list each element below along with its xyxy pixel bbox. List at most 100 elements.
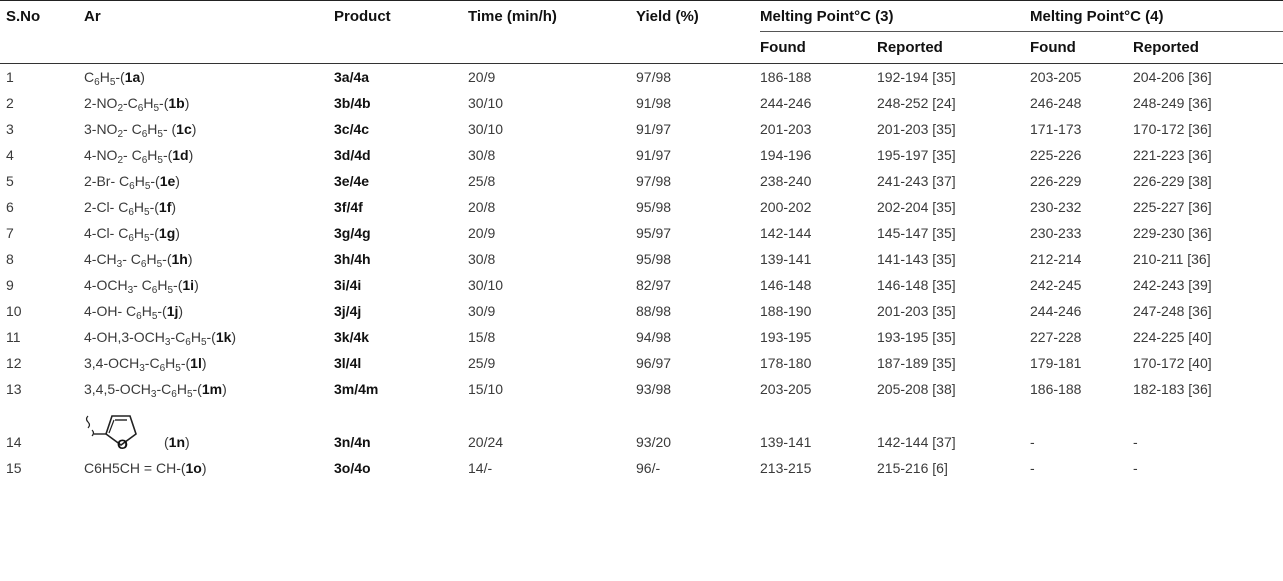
- cell-reported3: 248-252 [24]: [877, 95, 956, 111]
- ar-part: 4-Cl- C: [84, 225, 129, 241]
- ar-part: H: [147, 147, 158, 163]
- subheader-found-4: Found: [1030, 31, 1134, 64]
- header-row: S.No Ar Product Time (min/h) Yield (%) M…: [0, 0, 1283, 32]
- table-row: 5 2-Br- C6H5-(1e) 3e/4e 25/8 97/98 238-240 241…: [0, 168, 1283, 194]
- ar-part: ): [184, 95, 190, 111]
- cell-reported4: 226-229 [38]: [1133, 173, 1212, 189]
- cell-yield: 93/20: [636, 434, 672, 450]
- cell-sno: 12: [6, 355, 22, 371]
- ar-part: 5: [153, 103, 160, 114]
- cell-sno: 5: [6, 173, 14, 189]
- table-body: 1 C6H5-(1a) 3a/4a 20/9 97/98 186-188 192-194 […: [0, 64, 1283, 482]
- ar-part: 3: [116, 259, 123, 270]
- cell-yield: 88/98: [636, 303, 672, 319]
- cell-yield: 94/98: [636, 329, 672, 345]
- cell-found3: 194-196: [760, 147, 812, 163]
- cell-time: 30/8: [468, 251, 496, 267]
- header-melting-point-3: Melting Point°C (3): [760, 0, 1031, 32]
- table-row: 12 3,4-OCH3-C6H5-(1l) 3l/4l 25/9 96/97 178-18…: [0, 350, 1283, 376]
- cell-ar: 4-OH- C6H5-(1j): [84, 298, 334, 324]
- ar-part: ): [191, 121, 197, 137]
- cell-found3: 203-205: [760, 381, 812, 397]
- ar-part: 5: [144, 233, 150, 244]
- ar-part: 1m: [201, 381, 223, 397]
- cell-found3: 201-203: [760, 121, 812, 137]
- cell-reported4: 210-211 [36]: [1133, 251, 1211, 267]
- cell-reported3: 241-243 [37]: [877, 173, 956, 189]
- ar-part: C6H5CH = CH-(: [84, 460, 186, 476]
- data-table: S.No Ar Product Time (min/h) Yield (%) M…: [0, 0, 1283, 482]
- cell-product: 3n/4n: [334, 434, 371, 450]
- cell-product: 3e/4e: [334, 173, 370, 189]
- cell-sno: 9: [6, 277, 14, 293]
- ar-part: 6: [137, 103, 144, 114]
- ar-part: -C: [156, 381, 172, 397]
- ar-part: 1i: [182, 277, 195, 293]
- table-row: 10 4-OH- C6H5-(1j) 3j/4j 30/9 88/98 188-190 20…: [0, 298, 1283, 324]
- cell-found3: 139-141: [760, 251, 812, 267]
- cell-ar: 2-Br- C6H5-(1e): [84, 168, 334, 194]
- subheader-reported-3: Reported: [877, 31, 1031, 64]
- cell-ar: 2-NO2-C6H5-(1b): [84, 90, 334, 116]
- ar-part: 5: [157, 155, 163, 166]
- ar-part: 5: [151, 311, 158, 322]
- cell-yield: 95/98: [636, 199, 672, 215]
- cell-product: 3a/4a: [334, 69, 370, 85]
- cell-reported3: 141-143 [35]: [877, 251, 956, 267]
- ar-part: ): [175, 173, 180, 189]
- cell-product: 3j/4j: [334, 303, 362, 319]
- cell-product: 3b/4b: [334, 95, 371, 111]
- ar-part: 6: [159, 363, 166, 374]
- cell-yield: 97/98: [636, 69, 672, 85]
- cell-time: 30/10: [468, 95, 504, 111]
- ar-part: - C: [122, 251, 141, 267]
- ar-part: 1l: [190, 355, 202, 371]
- cell-time: 14/-: [468, 460, 493, 476]
- cell-reported4: 170-172 [36]: [1133, 121, 1212, 137]
- cell-reported4: 225-227 [36]: [1133, 199, 1212, 215]
- ar-part: ): [194, 277, 199, 293]
- cell-ar: 2-Cl- C6H5-(1f): [84, 194, 334, 220]
- cell-ar: 4-NO2- C6H5-(1d): [84, 142, 334, 168]
- ar-part: ): [178, 303, 184, 319]
- ar-part: ): [140, 69, 145, 85]
- table-row: 11 4-OH,3-OCH3-C6H5-(1k) 3k/4k 15/8 94/98 193…: [0, 324, 1283, 350]
- ar-part: -(: [149, 199, 159, 215]
- ar-part: 1g: [158, 225, 176, 241]
- subheader-blank: [468, 31, 636, 64]
- cell-found3: 244-246: [760, 95, 812, 111]
- ar-part: -C: [144, 355, 160, 371]
- cell-reported4: 248-249 [36]: [1133, 95, 1212, 111]
- cell-ar: 4-OCH3- C6H5-(1i): [84, 272, 334, 298]
- cell-found3: 238-240: [760, 173, 812, 189]
- ar-part: H: [143, 95, 154, 111]
- table-row: 8 4-CH3- C6H5-(1h) 3h/4h 30/8 95/98 139-141 14…: [0, 246, 1283, 272]
- cell-reported4: 247-248 [36]: [1133, 303, 1212, 319]
- ar-part: 1h: [171, 251, 188, 267]
- subheader-found-3: Found: [760, 31, 877, 64]
- cell-found3: 200-202: [760, 199, 812, 215]
- ar-part: H: [133, 225, 145, 241]
- cell-yield: 91/97: [636, 147, 672, 163]
- cell-sno: 10: [6, 303, 22, 319]
- cell-time: 25/9: [468, 355, 496, 371]
- subheader-row: Found Reported Found Reported: [0, 31, 1283, 64]
- cell-ar: 3-NO2- C6H5- (1c): [84, 116, 334, 142]
- cell-reported4: 182-183 [36]: [1133, 381, 1212, 397]
- ar-part: 1a: [124, 69, 141, 85]
- ar-part: H: [141, 303, 152, 319]
- ar-part: (: [164, 434, 169, 450]
- table-row: 15 C6H5CH = CH-(1o) 3o/4o 14/- 96/- 213-215 21…: [0, 455, 1283, 481]
- header-yield: Yield (%): [636, 0, 760, 32]
- ar-part: 6: [185, 337, 191, 348]
- ar-part: 3: [164, 337, 171, 348]
- table-row: 2 2-NO2-C6H5-(1b) 3b/4b 30/10 91/98 244-246 24…: [0, 90, 1283, 116]
- ar-part: 6: [141, 129, 148, 140]
- cell-yield: 91/97: [636, 121, 672, 137]
- ar-part: - (: [162, 121, 177, 137]
- cell-ar: C6H5-(1a): [84, 64, 334, 91]
- cell-found4: 225-226: [1030, 147, 1082, 163]
- cell-found4: 242-245: [1030, 277, 1082, 293]
- cell-reported3: 201-203 [35]: [877, 303, 956, 319]
- cell-time: 20/24: [468, 434, 504, 450]
